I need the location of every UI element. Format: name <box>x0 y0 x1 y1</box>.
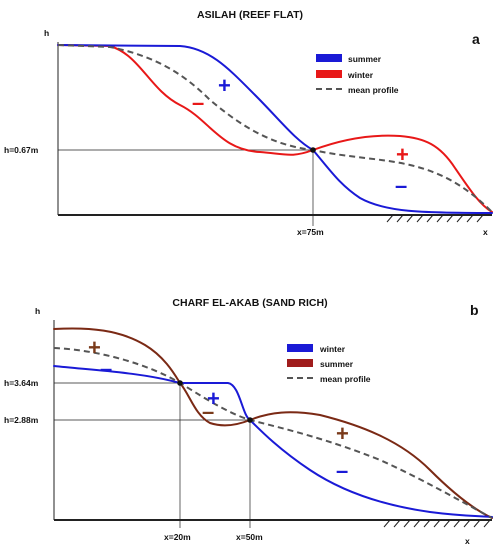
panel-a-sign-1: + <box>218 73 231 98</box>
panel-b-sign-2: – <box>100 356 112 381</box>
panel-b-legend: winter summer mean profile <box>287 344 371 384</box>
panel-a-mean-profile <box>57 44 493 213</box>
panel-a-crossing-point <box>310 147 316 153</box>
panel-b-legend-swatch-summer <box>287 359 313 367</box>
panel-b-crossing-point-1 <box>177 380 183 386</box>
panel-a-x-axis-label: x <box>483 227 488 237</box>
panel-a-sign-4: – <box>395 173 407 198</box>
panel-a-legend-summer: summer <box>348 54 382 64</box>
panel-b-title: CHARF EL-AKAB (SAND RICH) <box>172 297 327 309</box>
panel-b-legend-summer: summer <box>320 359 354 369</box>
panel-b-legend-mean: mean profile <box>320 374 371 384</box>
panel-b-x-axis-label: x <box>465 536 470 546</box>
panel-a-summer-curve <box>57 44 493 214</box>
panel-b-summer-curve <box>53 327 493 519</box>
panel-a-legend-winter: winter <box>347 70 374 80</box>
panel-a-sign-3: + <box>396 142 409 167</box>
panel-a-title: ASILAH (REEF FLAT) <box>197 9 303 21</box>
panel-b-sign-3: + <box>207 386 220 411</box>
panel-a-sign-2: – <box>192 90 204 115</box>
panel-a-legend: summer winter mean profile <box>316 54 399 95</box>
panel-a-x-label: x=75m <box>297 227 324 237</box>
panel-b-x-label-2: x=50m <box>236 532 263 542</box>
panel-a-ground-hatch <box>385 214 492 223</box>
panel-b-winter-curve <box>53 365 493 518</box>
panel-b-mean-profile <box>53 347 493 519</box>
panel-a: ASILAH (REEF FLAT) a h x h=0.67m x=75m <box>4 9 493 237</box>
panel-b-legend-winter: winter <box>319 344 346 354</box>
panel-b-sign-1: + <box>88 335 101 360</box>
panel-b-letter: b <box>470 302 479 318</box>
panel-b-sign-6: – <box>336 458 348 483</box>
panel-a-letter: a <box>472 31 480 47</box>
panel-a-legend-mean: mean profile <box>348 85 399 95</box>
panel-b: CHARF EL-AKAB (SAND RICH) b h x h=3.64m … <box>4 297 493 546</box>
panel-b-crossing-point-2 <box>247 417 253 423</box>
panel-a-legend-swatch-summer <box>316 54 342 62</box>
panel-b-sign-4: – <box>202 399 214 424</box>
panel-a-legend-swatch-winter <box>316 70 342 78</box>
panel-b-x-label-1: x=20m <box>164 532 191 542</box>
panel-b-sign-5: + <box>336 421 349 446</box>
panel-b-y-axis-label: h <box>35 306 40 316</box>
panel-b-legend-swatch-winter <box>287 344 313 352</box>
panel-a-winter-curve <box>57 44 493 213</box>
panel-a-h-label: h=0.67m <box>4 145 39 155</box>
panel-a-y-axis-label: h <box>44 28 49 38</box>
panel-b-h-label-2: h=2.88m <box>4 415 39 425</box>
panel-b-ground-hatch <box>383 519 491 528</box>
panel-b-summer-halo <box>53 327 493 519</box>
panel-b-h-label-1: h=3.64m <box>4 378 39 388</box>
